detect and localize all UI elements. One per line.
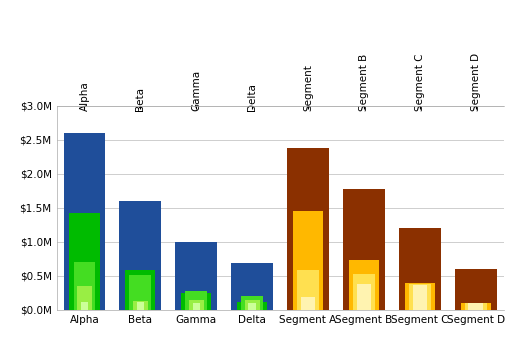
Bar (405, 283, 435, 310)
Bar (297, 270, 319, 310)
Bar (287, 149, 329, 310)
Bar (125, 270, 155, 310)
Bar (413, 285, 427, 310)
Bar (237, 302, 267, 310)
Bar (399, 228, 441, 310)
Bar (241, 296, 263, 310)
Bar (175, 242, 217, 310)
Bar (409, 284, 431, 310)
Bar (186, 291, 207, 310)
Bar (343, 189, 385, 310)
Bar (74, 262, 96, 310)
Bar (248, 303, 256, 310)
Bar (357, 284, 371, 310)
Bar (353, 274, 375, 310)
Bar (193, 303, 200, 310)
Bar (245, 300, 260, 310)
Bar (465, 303, 487, 310)
Bar (133, 301, 148, 310)
Bar (455, 269, 497, 310)
Bar (130, 275, 151, 310)
Bar (301, 297, 316, 310)
Bar (81, 302, 88, 310)
Bar (461, 303, 491, 310)
Bar (69, 213, 100, 310)
Bar (349, 260, 379, 310)
Bar (189, 300, 204, 310)
Bar (293, 211, 323, 310)
Bar (231, 264, 273, 310)
Bar (119, 201, 161, 310)
Bar (77, 286, 92, 310)
Bar (181, 293, 211, 310)
Bar (64, 133, 105, 310)
Bar (137, 302, 144, 310)
Bar (468, 303, 483, 310)
